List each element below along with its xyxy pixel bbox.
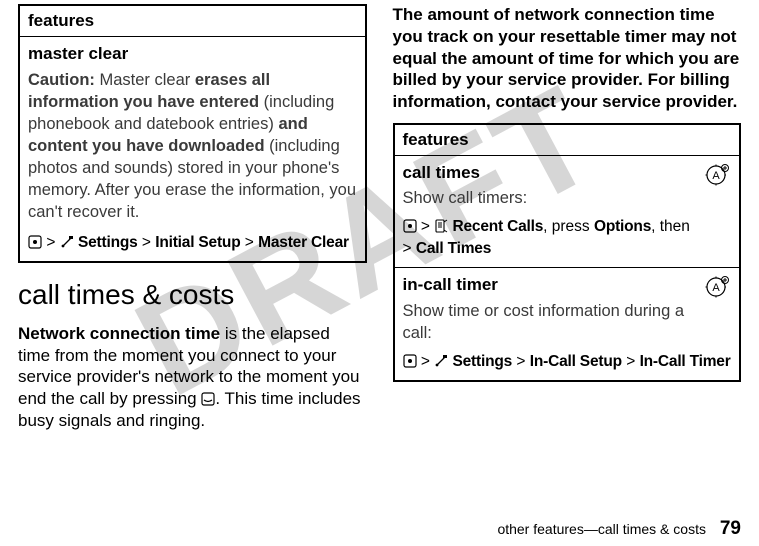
p2: Initial Setup <box>155 234 240 251</box>
settings-tools-icon <box>434 354 448 368</box>
features-table-right: features A call times Show call timers: … <box>393 123 742 382</box>
row-body: Caution: Master clear erases all informa… <box>28 71 356 222</box>
t1: Master clear <box>95 71 195 89</box>
gt: > <box>421 353 430 370</box>
row-title: master clear <box>28 43 357 65</box>
p1: Settings <box>78 234 138 251</box>
features-table-left: features master clear Caution: Master cl… <box>18 4 367 263</box>
p1: Settings <box>453 353 513 370</box>
row-sub: Show time or cost information during a c… <box>403 302 685 342</box>
mid: , press <box>543 218 594 235</box>
master-clear-cell: master clear Caution: Master clear erase… <box>19 36 366 262</box>
in-call-timer-cell: A in-call timer Show time or cost inform… <box>394 268 741 381</box>
center-key-icon <box>28 235 42 249</box>
gt: > <box>626 353 635 370</box>
row-title: in-call timer <box>403 274 732 296</box>
end-key-icon <box>201 390 215 404</box>
b1: Network connection time <box>18 324 220 343</box>
page-content: features master clear Caution: Master cl… <box>0 0 759 442</box>
nav-path: > Recent Calls, press Options, then > Ca… <box>403 218 690 257</box>
gt: > <box>142 234 151 251</box>
gt: > <box>46 234 55 251</box>
network-dependent-icon: A <box>705 164 731 192</box>
gt: > <box>403 240 412 257</box>
gt: > <box>516 353 525 370</box>
center-key-icon <box>403 354 417 368</box>
network-time-para: Network connection time is the elapsed t… <box>18 323 367 432</box>
svg-text:A: A <box>712 170 720 182</box>
settings-tools-icon <box>60 235 74 249</box>
right-column: The amount of network connection time yo… <box>393 4 742 442</box>
gt: > <box>421 218 430 235</box>
p3: Master Clear <box>258 234 349 251</box>
p2: In-Call Setup <box>530 353 622 370</box>
row-title: call times <box>403 162 732 184</box>
call-times-cell: A call times Show call timers: > Recent … <box>394 155 741 268</box>
section-heading: call times & costs <box>18 277 367 313</box>
nav-path: > Settings > Initial Setup > Master Clea… <box>28 234 349 251</box>
recent-calls-icon <box>434 219 448 233</box>
nav-path: > Settings > In-Call Setup > In-Call Tim… <box>403 353 731 370</box>
p3: In-Call Timer <box>640 353 731 370</box>
p3: Call Times <box>416 240 491 257</box>
caution-label: Caution: <box>28 71 95 89</box>
page-footer: other features—call times & costs 79 <box>497 518 741 540</box>
row-sub: Show call timers: <box>403 189 528 207</box>
p2: Options <box>594 218 651 235</box>
p1: Recent Calls <box>453 218 544 235</box>
table-header: features <box>394 124 741 155</box>
footer-text: other features—call times & costs <box>497 521 706 537</box>
gt: > <box>245 234 254 251</box>
svg-text:A: A <box>712 282 720 294</box>
billing-para: The amount of network connection time yo… <box>393 4 742 113</box>
mid2: , then <box>651 218 690 235</box>
center-key-icon <box>403 219 417 233</box>
page-number: 79 <box>720 518 741 539</box>
left-column: features master clear Caution: Master cl… <box>18 4 367 442</box>
network-dependent-icon: A <box>705 276 731 304</box>
table-header: features <box>19 5 366 36</box>
